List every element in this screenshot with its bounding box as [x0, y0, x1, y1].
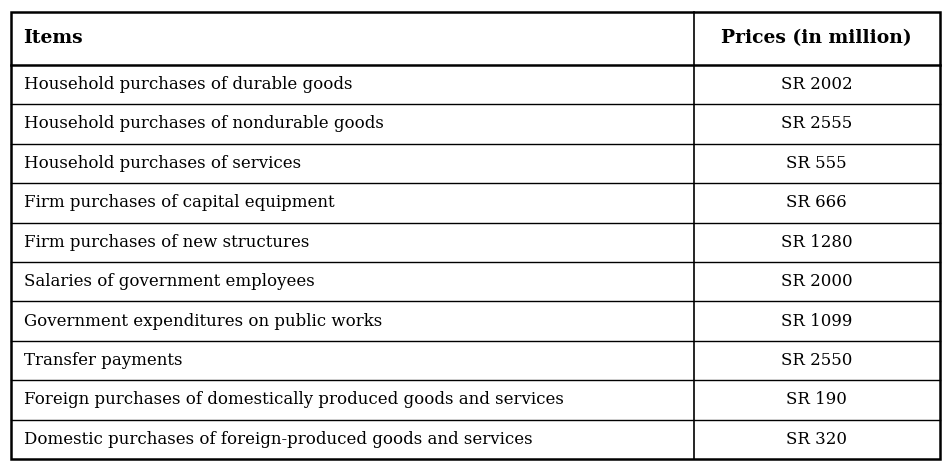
Text: SR 1099: SR 1099	[781, 313, 852, 329]
Text: SR 555: SR 555	[786, 155, 847, 172]
Text: SR 1280: SR 1280	[781, 234, 852, 251]
Text: SR 2555: SR 2555	[781, 116, 852, 132]
Text: Firm purchases of capital equipment: Firm purchases of capital equipment	[24, 194, 335, 211]
Text: Household purchases of services: Household purchases of services	[24, 155, 301, 172]
Text: SR 190: SR 190	[786, 391, 847, 408]
Text: SR 2002: SR 2002	[781, 76, 852, 93]
Text: SR 2550: SR 2550	[781, 352, 852, 369]
Text: Government expenditures on public works: Government expenditures on public works	[24, 313, 382, 329]
Text: Foreign purchases of domestically produced goods and services: Foreign purchases of domestically produc…	[24, 391, 564, 408]
Text: Transfer payments: Transfer payments	[24, 352, 183, 369]
Text: Salaries of government employees: Salaries of government employees	[24, 273, 315, 290]
Text: Prices (in million): Prices (in million)	[721, 29, 912, 47]
Text: Household purchases of durable goods: Household purchases of durable goods	[24, 76, 352, 93]
Text: Household purchases of nondurable goods: Household purchases of nondurable goods	[24, 116, 383, 132]
Text: Firm purchases of new structures: Firm purchases of new structures	[24, 234, 309, 251]
Text: SR 666: SR 666	[786, 194, 847, 211]
Text: SR 2000: SR 2000	[781, 273, 852, 290]
Text: SR 320: SR 320	[786, 431, 847, 448]
Text: Domestic purchases of foreign-produced goods and services: Domestic purchases of foreign-produced g…	[24, 431, 533, 448]
Text: Items: Items	[23, 29, 83, 47]
